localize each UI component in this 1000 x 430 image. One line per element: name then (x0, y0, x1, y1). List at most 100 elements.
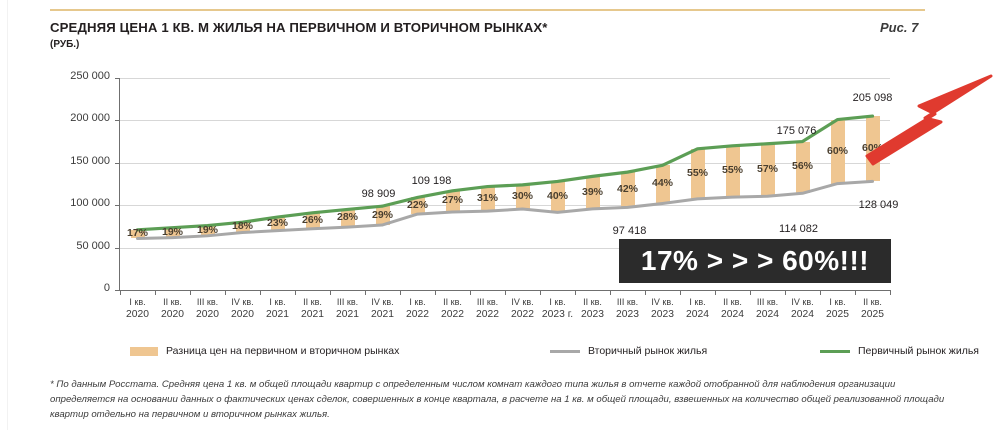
x-axis-tick (400, 290, 401, 295)
gridline (120, 120, 890, 122)
x-axis-tick (155, 290, 156, 295)
red-arrow-icon (865, 74, 993, 166)
percent-label: 23% (266, 216, 289, 229)
x-axis-year: 2022 (441, 308, 464, 320)
percent-label: 42% (616, 182, 639, 195)
x-axis-tick (785, 290, 786, 295)
x-axis-year: 2025 (826, 308, 849, 320)
x-axis-tick (190, 290, 191, 295)
y-axis-label: 50 000 (76, 239, 110, 252)
x-axis-year: 2021 (336, 308, 359, 320)
legend-item: Вторичный рынок жилья (550, 345, 707, 357)
data-value-label: 98 909 (361, 188, 396, 201)
y-axis-tick (115, 247, 120, 249)
x-axis-quarter: III кв. (336, 297, 359, 307)
chart-legend: Разница цен на первичном и вторичном рын… (120, 345, 979, 361)
y-axis-label: 0 (103, 282, 110, 294)
y-axis-tick (115, 290, 120, 291)
x-axis-tick (365, 290, 366, 295)
x-axis-tick (645, 290, 646, 295)
x-axis-quarter: IV кв. (791, 297, 814, 307)
top-accent-rule (50, 9, 925, 11)
percent-label: 56% (791, 160, 814, 173)
x-axis-year: 2022 (476, 308, 499, 320)
x-axis-quarter: III кв. (616, 297, 639, 307)
x-axis-quarter: III кв. (196, 297, 219, 307)
percent-label: 26% (301, 213, 324, 226)
x-axis-quarter: I кв. (409, 297, 426, 307)
percent-label: 39% (581, 185, 604, 198)
x-axis-quarter: IV кв. (651, 297, 674, 307)
x-axis-tick (715, 290, 716, 295)
difference-bar (550, 181, 565, 213)
percent-label: 17% (126, 227, 149, 240)
percent-label: 18% (231, 220, 254, 233)
x-axis-tick (820, 290, 821, 295)
difference-bar (585, 176, 600, 209)
x-axis-year: 2023 г. (541, 308, 574, 320)
legend-label: Вторичный рынок жилья (588, 345, 708, 357)
x-axis-year: 2020 (231, 308, 254, 320)
legend-label: Разница цен на первичном и вторичном рын… (166, 345, 400, 357)
y-axis-tick (115, 205, 120, 207)
difference-bar (515, 184, 530, 209)
x-axis-label: IV кв. 2020 (231, 296, 254, 321)
difference-bar (725, 145, 740, 198)
x-axis-label: II кв. 2021 (301, 296, 324, 321)
figure-number: Рис. 7 (880, 20, 919, 35)
x-axis-quarter: I кв. (549, 297, 566, 307)
x-axis-quarter: I кв. (689, 297, 706, 307)
legend-line-swatch (820, 349, 850, 353)
x-axis-label: IV кв. 2023 (651, 296, 674, 321)
percent-label: 55% (686, 166, 709, 179)
y-axis-line (119, 78, 120, 290)
percent-label: 44% (651, 177, 674, 190)
x-axis-year: 2023 (581, 308, 604, 320)
series-line (135, 114, 875, 232)
x-axis-quarter: I кв. (829, 297, 846, 307)
percent-label: 19% (196, 223, 219, 236)
x-axis-tick (610, 290, 611, 295)
x-axis-label: III кв. 2024 (756, 296, 779, 321)
difference-bar (165, 227, 180, 238)
x-axis-label: IV кв. 2021 (371, 296, 394, 321)
annotation-text: 17% > > > 60%!!! (640, 245, 870, 276)
x-axis-year: 2024 (756, 308, 779, 320)
x-axis-tick (855, 290, 856, 295)
x-axis-label: I кв. 2024 (686, 296, 709, 321)
percent-label: 19% (161, 225, 184, 238)
legend-item: Первичный рынок жилья (820, 345, 979, 357)
x-axis-quarter: III кв. (476, 297, 499, 307)
x-axis-quarter: IV кв. (371, 297, 394, 307)
footnote: * По данным Росстата. Средняя цена 1 кв.… (50, 379, 945, 420)
x-axis-quarter: IV кв. (511, 297, 534, 307)
y-axis-tick (115, 162, 120, 164)
difference-bar (690, 148, 705, 199)
x-axis-tick (470, 290, 471, 295)
x-axis-line (119, 290, 890, 291)
difference-bar (200, 225, 215, 236)
x-axis-label: II кв. 2023 (581, 296, 604, 321)
x-axis-quarter: III кв. (756, 297, 779, 307)
legend-label: Первичный рынок жилья (858, 345, 979, 357)
x-axis-quarter: II кв. (163, 297, 182, 307)
percent-label: 30% (511, 189, 534, 202)
x-axis-year: 2022 (406, 308, 429, 320)
data-value-label: 114 082 (779, 223, 818, 236)
x-axis-label: I кв. 2021 (266, 296, 289, 321)
x-axis-quarter: II кв. (723, 297, 742, 307)
x-axis-tick (295, 290, 296, 295)
annotation-box: 17% > > > 60%!!! (619, 239, 891, 283)
y-axis-tick (115, 120, 120, 122)
difference-bar (410, 197, 425, 215)
data-value-label: 128 049 (858, 199, 899, 212)
percent-label: 57% (756, 163, 779, 175)
series-lines (135, 114, 875, 240)
x-axis-label: II кв. 2024 (721, 296, 744, 321)
percent-label: 60% (826, 144, 849, 157)
x-axis-quarter: IV кв. (231, 297, 254, 307)
x-axis-tick (540, 290, 541, 295)
x-axis-year: 2024 (686, 308, 709, 320)
page-left-edge (0, 0, 8, 430)
